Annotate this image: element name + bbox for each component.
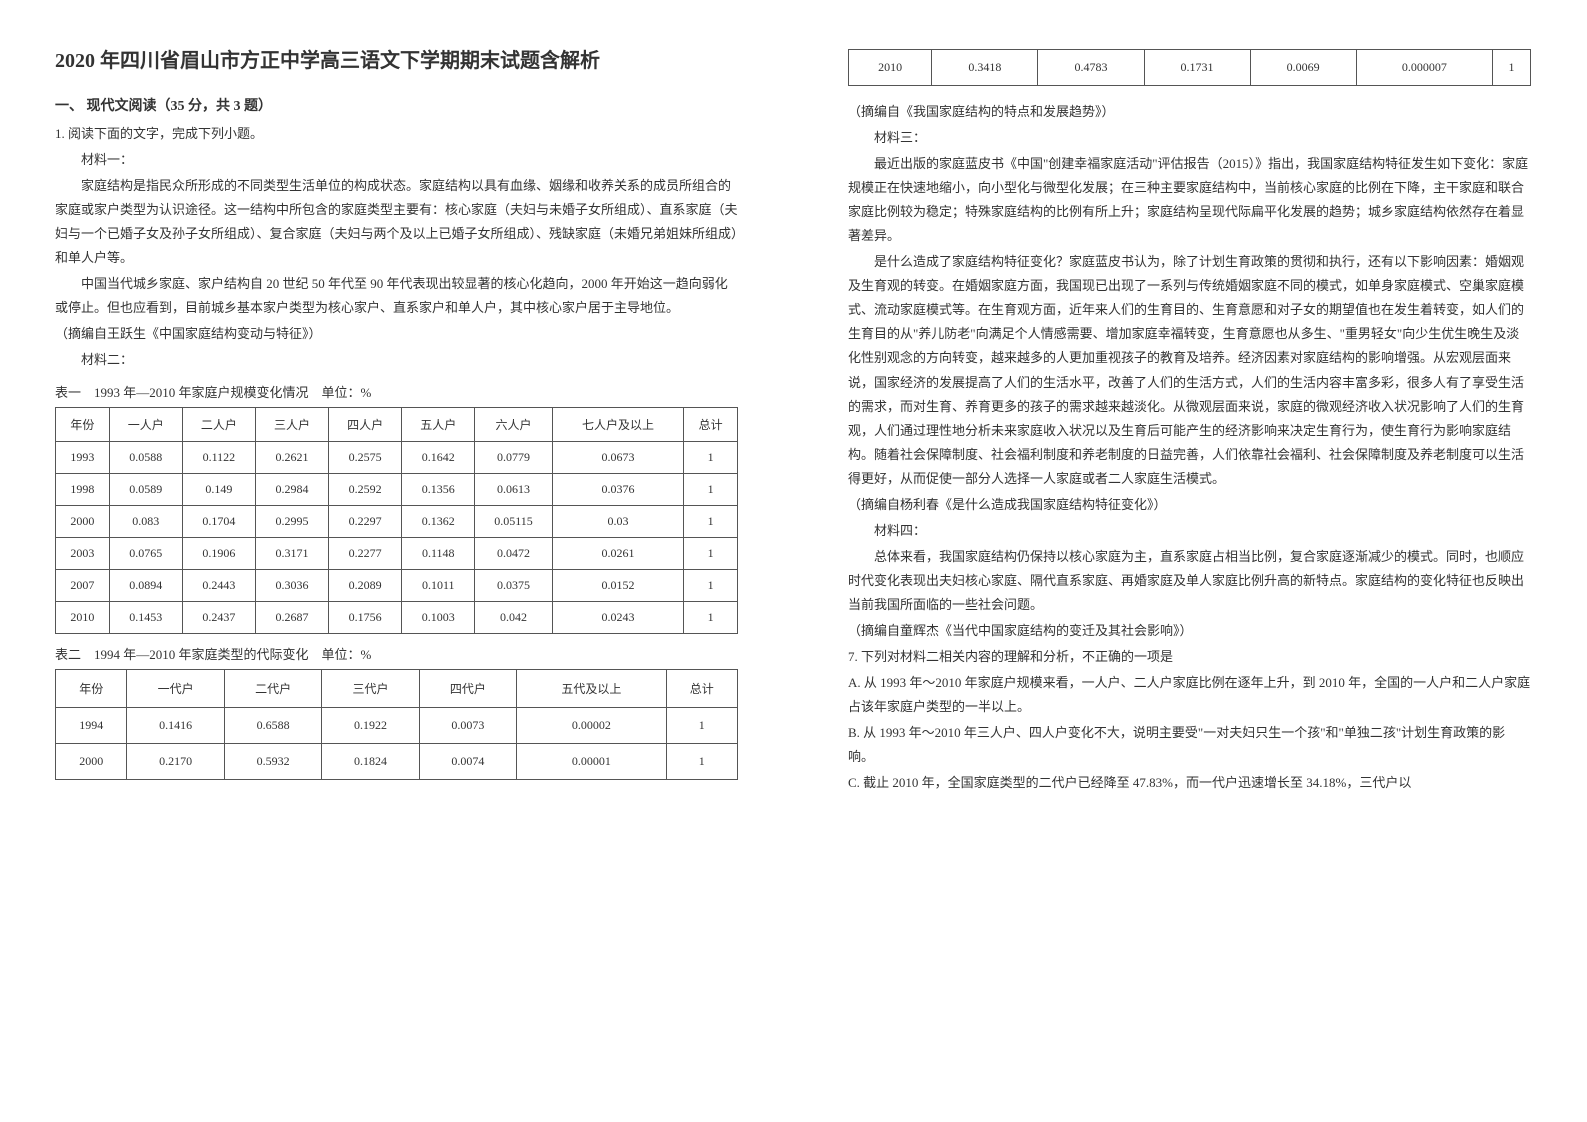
table-row: 年份 一人户 二人户 三人户 四人户 五人户 六人户 七人户及以上 总计 bbox=[56, 408, 738, 442]
table-header: 五人户 bbox=[402, 408, 475, 442]
table-header: 二代户 bbox=[224, 670, 321, 708]
table-header: 三人户 bbox=[255, 408, 328, 442]
material-4-source: （摘编自童辉杰《当代中国家庭结构的变迁及其社会影响》） bbox=[848, 619, 1531, 643]
table-header: 五代及以上 bbox=[517, 670, 666, 708]
right-column: 20100.34180.47830.17310.00690.0000071 （摘… bbox=[793, 0, 1586, 1122]
table-row: 20100.34180.47830.17310.00690.0000071 bbox=[849, 50, 1531, 86]
material-1-p1: 家庭结构是指民众所形成的不同类型生活单位的构成状态。家庭结构以具有血缘、姻缘和收… bbox=[55, 174, 738, 270]
table-header: 年份 bbox=[56, 408, 110, 442]
table-2: 年份 一代户 二代户 三代户 四代户 五代及以上 总计 19940.14160.… bbox=[55, 669, 738, 780]
table-header: 一人户 bbox=[109, 408, 182, 442]
material-3-p1: 最近出版的家庭蓝皮书《中国"创建幸福家庭活动"评估报告（2015）》指出，我国家… bbox=[848, 152, 1531, 248]
material-3-p2: 是什么造成了家庭结构特征变化？家庭蓝皮书认为，除了计划生育政策的贯彻和执行，还有… bbox=[848, 250, 1531, 490]
q7-stem: 7. 下列对材料二相关内容的理解和分析，不正确的一项是 bbox=[848, 645, 1531, 669]
material-1-label: 材料一： bbox=[55, 148, 738, 172]
option-b: B. 从 1993 年～2010 年三人户、四人户变化不大，说明主要受"一对夫妇… bbox=[848, 721, 1531, 769]
left-column: 2020 年四川省眉山市方正中学高三语文下学期期末试题含解析 一、 现代文阅读（… bbox=[0, 0, 793, 1122]
table-header: 四人户 bbox=[329, 408, 402, 442]
material-2-label: 材料二： bbox=[55, 348, 738, 372]
material-4-p1: 总体来看，我国家庭结构仍保持以核心家庭为主，直系家庭占相当比例，复合家庭逐渐减少… bbox=[848, 545, 1531, 617]
table-2-caption: 表二 1994 年—2010 年家庭类型的代际变化 单位：% bbox=[55, 644, 738, 663]
exam-title: 2020 年四川省眉山市方正中学高三语文下学期期末试题含解析 bbox=[55, 45, 738, 77]
material-1-source: （摘编自王跃生《中国家庭结构变动与特征》） bbox=[55, 322, 738, 346]
table-header: 一代户 bbox=[127, 670, 224, 708]
material-4-label: 材料四： bbox=[848, 519, 1531, 543]
q1-stem: 1. 阅读下面的文字，完成下列小题。 bbox=[55, 123, 738, 142]
option-c: C. 截止 2010 年，全国家庭类型的二代户已经降至 47.83%，而一代户迅… bbox=[848, 771, 1531, 795]
table-row: 20100.14530.24370.26870.17560.10030.0420… bbox=[56, 602, 738, 634]
table-row: 20070.08940.24430.30360.20890.10110.0375… bbox=[56, 570, 738, 602]
material-3-label: 材料三： bbox=[848, 126, 1531, 150]
table-row: 19930.05880.11220.26210.25750.16420.0779… bbox=[56, 442, 738, 474]
table-row: 年份 一代户 二代户 三代户 四代户 五代及以上 总计 bbox=[56, 670, 738, 708]
option-a: A. 从 1993 年～2010 年家庭户规模来看，一人户、二人户家庭比例在逐年… bbox=[848, 671, 1531, 719]
table-row: 20030.07650.19060.31710.22770.11480.0472… bbox=[56, 538, 738, 570]
table-header: 总计 bbox=[666, 670, 738, 708]
material-1-p2: 中国当代城乡家庭、家户结构自 20 世纪 50 年代至 90 年代表现出较显著的… bbox=[55, 272, 738, 320]
section-1-title: 一、 现代文阅读（35 分，共 3 题） bbox=[55, 95, 738, 115]
table-row: 20000.0830.17040.29950.22970.13620.05115… bbox=[56, 506, 738, 538]
table-header: 总计 bbox=[684, 408, 738, 442]
material-3-source: （摘编自杨利春《是什么造成我国家庭结构特征变化》） bbox=[848, 493, 1531, 517]
table-header: 二人户 bbox=[182, 408, 255, 442]
material-2-source: （摘编自《我国家庭结构的特点和发展趋势》） bbox=[848, 100, 1531, 124]
table-row: 20000.21700.59320.18240.00740.000011 bbox=[56, 744, 738, 780]
table-1: 年份 一人户 二人户 三人户 四人户 五人户 六人户 七人户及以上 总计 199… bbox=[55, 407, 738, 634]
table-row: 19940.14160.65880.19220.00730.000021 bbox=[56, 708, 738, 744]
table-header: 三代户 bbox=[322, 670, 419, 708]
table-header: 四代户 bbox=[419, 670, 516, 708]
table-2-continued: 20100.34180.47830.17310.00690.0000071 bbox=[848, 49, 1531, 86]
table-header: 年份 bbox=[56, 670, 127, 708]
table-header: 七人户及以上 bbox=[552, 408, 684, 442]
table-header: 六人户 bbox=[475, 408, 552, 442]
table-1-caption: 表一 1993 年—2010 年家庭户规模变化情况 单位：% bbox=[55, 382, 738, 401]
table-row: 19980.05890.1490.29840.25920.13560.06130… bbox=[56, 474, 738, 506]
